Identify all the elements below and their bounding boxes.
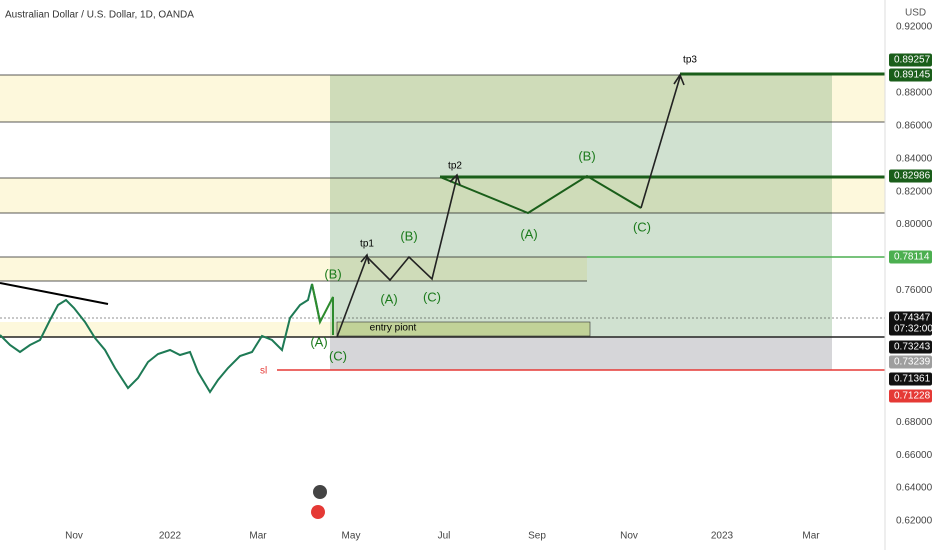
tp-label: tp2	[448, 161, 462, 172]
wave-label: (B)	[578, 148, 595, 163]
price-tick: 0.88000	[896, 88, 932, 99]
zone	[0, 178, 885, 213]
wave-label: (A)	[310, 334, 327, 349]
badge-sub: 07:32:00	[894, 324, 932, 335]
badge-label: 0.73239	[894, 357, 931, 368]
wave-label: (A)	[380, 291, 397, 306]
time-tick: May	[342, 531, 361, 542]
price-badge	[889, 389, 932, 403]
badge-label: 0.89257	[894, 55, 931, 66]
sl-label: sl	[260, 366, 267, 377]
currency: USD	[905, 8, 926, 19]
time-tick: Nov	[65, 531, 83, 542]
time-tick: Mar	[802, 531, 820, 542]
price-badge	[889, 53, 932, 67]
price-tick: 0.76000	[896, 285, 932, 296]
badge-label: 0.74347	[894, 313, 931, 324]
loss-zone	[330, 337, 832, 370]
price-badge	[889, 355, 932, 369]
badge-label: 0.89145	[894, 70, 931, 81]
entry-box	[336, 321, 591, 337]
time-tick: Jul	[438, 531, 451, 542]
wave-label: (A)	[520, 226, 537, 241]
zone	[0, 257, 587, 281]
wave-label: (C)	[329, 348, 347, 363]
time-tick: 2023	[711, 531, 734, 542]
price-tick: 0.68000	[896, 417, 932, 428]
time-tick: Mar	[249, 531, 267, 542]
entry-label: entry piont	[370, 323, 417, 334]
wave-path	[439, 174, 642, 215]
profit-zone	[330, 75, 832, 337]
arrowheads	[360, 73, 685, 265]
price-badge	[889, 169, 932, 183]
tp-label: tp1	[360, 239, 374, 250]
price-badge	[889, 250, 932, 264]
badge-label: 0.71361	[894, 374, 931, 385]
time-tick: Nov	[620, 531, 638, 542]
wave-label: (B)	[324, 266, 341, 281]
badge-label: 0.78114	[894, 252, 930, 263]
wave-path	[311, 283, 334, 335]
badge-label: 0.71228	[894, 391, 931, 402]
event-icon	[313, 485, 327, 499]
wave-label: (B)	[400, 228, 417, 243]
price-tick: 0.66000	[896, 450, 932, 461]
price-tick: 0.84000	[896, 153, 932, 164]
price-tick: 0.64000	[896, 483, 932, 494]
price-tick: 0.92000	[896, 22, 932, 33]
price-badge	[889, 372, 932, 386]
price-badge	[889, 340, 932, 354]
price-tick: 0.86000	[896, 120, 932, 131]
price-tick: 0.82000	[896, 186, 932, 197]
time-tick: Sep	[528, 531, 546, 542]
zone	[0, 75, 885, 122]
wave-label: (C)	[423, 289, 441, 304]
price-badge	[889, 311, 932, 336]
price-tick: 0.80000	[896, 219, 932, 230]
tp-label: tp3	[683, 55, 697, 66]
wave-label: (C)	[633, 219, 651, 234]
arrow-path	[336, 176, 458, 338]
trend-line	[0, 282, 109, 305]
arrow-path	[640, 76, 681, 209]
price-badge	[889, 68, 932, 82]
title: Australian Dollar / U.S. Dollar, 1D, OAN…	[5, 10, 194, 21]
event-icon	[311, 505, 325, 519]
badge-label: 0.73243	[894, 342, 931, 353]
time-tick: 2022	[159, 531, 182, 542]
badge-label: 0.82986	[894, 171, 931, 182]
price-path	[0, 283, 321, 394]
price-tick: 0.62000	[896, 516, 932, 527]
